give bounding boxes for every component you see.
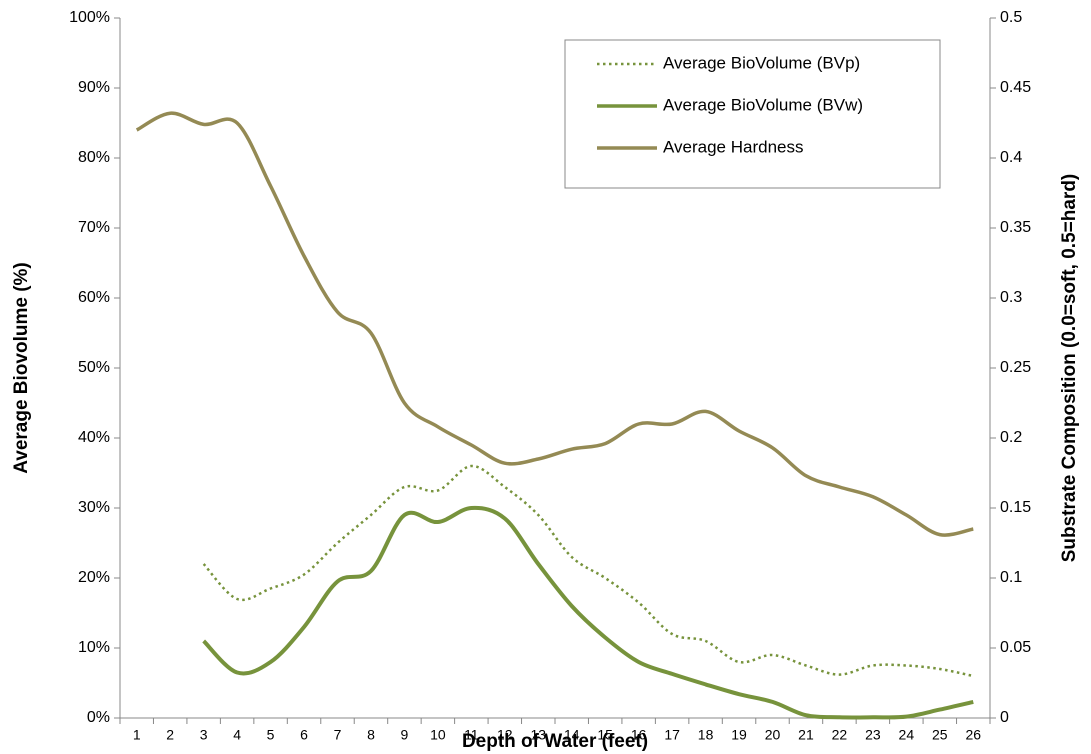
x-tick-label: 13 [530, 727, 546, 743]
y-tick-label: 20% [78, 569, 110, 586]
x-tick-label: 2 [166, 727, 174, 743]
x-tick-label: 5 [267, 727, 275, 743]
y-axis-title: Average Biovolume (%) [11, 262, 32, 474]
y2-tick-label: 0.25 [1000, 359, 1031, 376]
x-tick-label: 3 [200, 727, 208, 743]
x-tick-label: 14 [564, 727, 580, 743]
line-series [202, 464, 974, 678]
y-tick-label: 100% [69, 9, 110, 26]
y2-tick-label: 0.45 [1000, 79, 1031, 96]
legend-label: Average BioVolume (BVw) [663, 95, 863, 114]
y-tick-label: 0% [87, 709, 110, 726]
legend-label: Average Hardness [663, 137, 804, 156]
x-tick-label: 12 [497, 727, 513, 743]
y2-tick-label: 0.15 [1000, 499, 1031, 516]
x-tick-label: 19 [731, 727, 747, 743]
x-tick-label: 10 [430, 727, 446, 743]
y2-tick-label: 0.1 [1000, 569, 1022, 586]
x-tick-label: 4 [233, 727, 241, 743]
line-series [202, 505, 974, 720]
x-tick-label: 11 [464, 727, 479, 743]
x-tick-label: 26 [965, 727, 981, 743]
line-series [135, 111, 974, 537]
x-tick-label: 21 [798, 727, 814, 743]
x-tick-label: 15 [597, 727, 613, 743]
y-tick-label: 10% [78, 639, 110, 656]
y-tick-label: 30% [78, 499, 110, 516]
y-tick-label: 50% [78, 359, 110, 376]
legend-label: Average BioVolume (BVp) [663, 53, 860, 72]
y2-tick-label: 0.5 [1000, 9, 1022, 26]
x-tick-label: 18 [698, 727, 714, 743]
y2-axis-title: Substrate Composition (0.0=soft, 0.5=har… [1059, 174, 1080, 563]
x-tick-label: 24 [899, 727, 915, 743]
y-tick-label: 60% [78, 289, 110, 306]
x-tick-label: 1 [133, 727, 141, 743]
y-tick-label: 40% [78, 429, 110, 446]
x-axis-title: Depth of Water (feet) [462, 731, 648, 752]
y-tick-label: 80% [78, 149, 110, 166]
x-tick-label: 7 [334, 727, 342, 743]
y2-tick-label: 0.05 [1000, 639, 1031, 656]
y-tick-label: 70% [78, 219, 110, 236]
y2-tick-label: 0 [1000, 709, 1009, 726]
x-tick-label: 22 [832, 727, 848, 743]
x-tick-label: 6 [300, 727, 308, 743]
x-tick-label: 16 [631, 727, 647, 743]
y2-tick-label: 0.4 [1000, 149, 1022, 166]
y-tick-label: 90% [78, 79, 110, 96]
x-tick-label: 8 [367, 727, 375, 743]
x-tick-label: 23 [865, 727, 881, 743]
x-tick-label: 9 [401, 727, 409, 743]
y2-tick-label: 0.35 [1000, 219, 1031, 236]
x-tick-label: 20 [765, 727, 781, 743]
x-tick-label: 25 [932, 727, 948, 743]
y2-tick-label: 0.2 [1000, 429, 1022, 446]
x-tick-label: 17 [664, 727, 680, 743]
y2-tick-label: 0.3 [1000, 289, 1022, 306]
